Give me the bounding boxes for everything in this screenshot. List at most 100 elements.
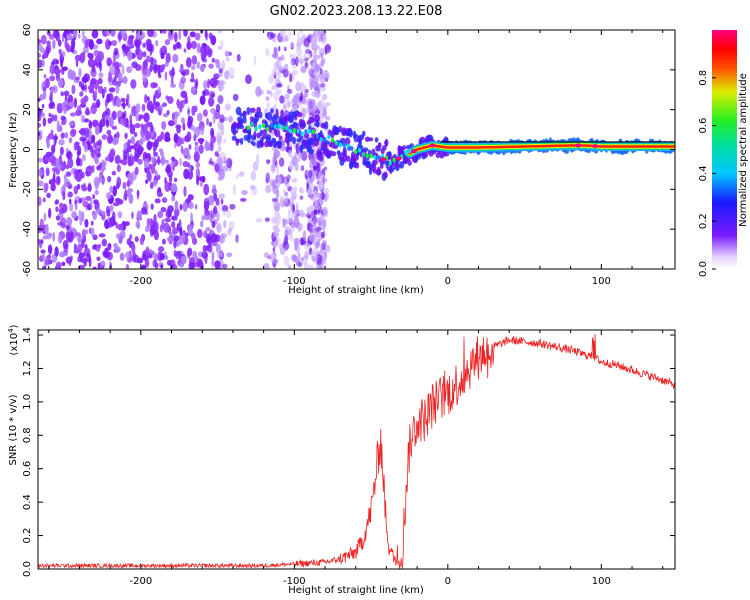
spectrogram-speckle — [168, 30, 174, 37]
spectrogram-speckle — [193, 151, 200, 163]
spectrogram-speckle — [134, 166, 139, 176]
ridge-highlight — [365, 153, 369, 159]
spectrogram-speckle — [62, 239, 69, 250]
spectrogram-speckle — [300, 81, 305, 92]
spectrogram-speckle — [295, 81, 302, 92]
spectrogram-speckle — [304, 49, 311, 54]
ridge-blob — [271, 137, 277, 144]
spectrogram-speckle — [271, 179, 276, 190]
spectrogram-speckle — [159, 151, 164, 157]
spectrogram-speckle — [126, 180, 131, 188]
spectrogram-speckle — [134, 236, 139, 243]
spectrogram-speckle — [154, 169, 158, 178]
spectrogram-speckle — [121, 102, 127, 108]
spectrogram-speckle — [47, 254, 52, 259]
colorbar-tick-label: 0.2 — [698, 213, 709, 229]
ridge-blob — [374, 137, 379, 143]
spectrogram-speckle — [121, 64, 125, 76]
spectrogram-speckle — [58, 202, 64, 209]
spectrogram-speckle — [179, 137, 185, 145]
spectrogram-speckle — [307, 264, 315, 269]
spectrogram-speckle — [112, 137, 119, 144]
spectrogram-speckle — [215, 244, 221, 254]
spectrogram-speckle — [269, 32, 276, 39]
spectrogram-speckle — [266, 89, 271, 95]
spectrogram-speckle — [211, 57, 216, 63]
spectrogram-speckle — [317, 30, 322, 35]
spectrogram-speckle — [84, 39, 90, 49]
ridge-blob — [261, 134, 267, 140]
spectrogram-speckle — [67, 94, 74, 104]
spectrogram-speckle — [115, 131, 120, 139]
spectrogram-noise — [38, 30, 332, 269]
spectrogram-speckle — [226, 252, 233, 258]
spectrogram-speckle — [149, 141, 155, 147]
spectrogram-speckle — [193, 134, 197, 142]
spectrogram-speckle — [85, 195, 92, 202]
spectrogram-speckle — [196, 61, 201, 70]
spectrogram-speckle — [157, 108, 163, 116]
spectrogram-speckle — [73, 248, 80, 254]
spectrogram-speckle — [313, 190, 318, 201]
spectrogram-speckle — [117, 211, 123, 219]
spectrogram-speckle — [297, 155, 301, 163]
spectrogram-speckle — [314, 82, 320, 90]
ridge-blob — [262, 128, 268, 136]
x-tick-label: 0 — [445, 276, 451, 287]
spectrogram-speckle — [301, 96, 307, 105]
spectrogram-speckle — [38, 227, 43, 233]
spectrogram-speckle — [59, 146, 64, 156]
ridge-highlight — [304, 129, 308, 134]
spectrogram-speckle — [91, 164, 95, 174]
ridge-blob — [238, 124, 245, 130]
spectrogram-speckle — [111, 40, 118, 47]
spectrogram-speckle — [303, 52, 307, 60]
spectrogram-speckle — [137, 44, 141, 51]
spectrogram-speckle — [270, 90, 273, 98]
spectrogram-speckle — [63, 174, 68, 180]
spectrogram-speckle — [106, 209, 111, 217]
spectrogram-speckle — [111, 170, 117, 176]
spectrogram-speckle — [91, 134, 96, 144]
spectrogram-speckle — [73, 169, 78, 180]
ridge-blob — [364, 136, 371, 142]
ridge-highlight — [308, 128, 312, 134]
spectrogram-speckle — [149, 64, 153, 72]
spectrogram-speckle — [200, 50, 205, 59]
spectrogram-speckle — [147, 30, 154, 38]
spectrogram-speckle — [56, 120, 60, 131]
spectrogram-speckle — [281, 37, 286, 43]
spectrogram-speckle — [58, 154, 63, 166]
spectrogram-speckle — [81, 76, 89, 83]
spectrogram-speckle — [167, 170, 173, 178]
spectrogram-speckle — [216, 222, 222, 234]
spectrogram-speckle — [79, 127, 87, 136]
spectrogram-speckle — [75, 143, 79, 150]
spectrogram-speckle — [210, 93, 216, 98]
ridge-blob — [354, 162, 360, 169]
spectrogram-speckle — [100, 167, 105, 174]
ridge-blob — [256, 106, 262, 114]
spectrogram-speckle — [167, 205, 174, 213]
spectrogram-speckle — [210, 195, 213, 203]
spectrogram-speckle — [114, 154, 121, 165]
spectrogram-speckle — [122, 117, 129, 128]
spectrogram-speckle — [131, 242, 136, 254]
spectrogram-speckle — [52, 231, 56, 242]
spectrogram-speckle — [140, 123, 144, 130]
spectrogram-speckle — [162, 238, 166, 245]
spectrogram-speckle — [52, 171, 56, 182]
spectrogram-speckle — [108, 116, 114, 128]
spectrogram-speckle — [189, 31, 196, 38]
spectrogram-speckle — [52, 104, 55, 109]
spectrogram-speckle — [282, 217, 286, 228]
spectrogram-speckle — [217, 82, 225, 91]
spectrogram-speckle — [218, 68, 223, 73]
spectrogram-speckle — [105, 30, 112, 36]
spectrogram-speckle — [81, 186, 88, 192]
ridge-blob — [353, 133, 359, 143]
spectrogram-speckle — [203, 80, 208, 90]
spectrogram-speckle — [250, 171, 257, 181]
spectrogram-speckle — [170, 160, 175, 166]
spectrogram-speckle — [174, 200, 179, 211]
